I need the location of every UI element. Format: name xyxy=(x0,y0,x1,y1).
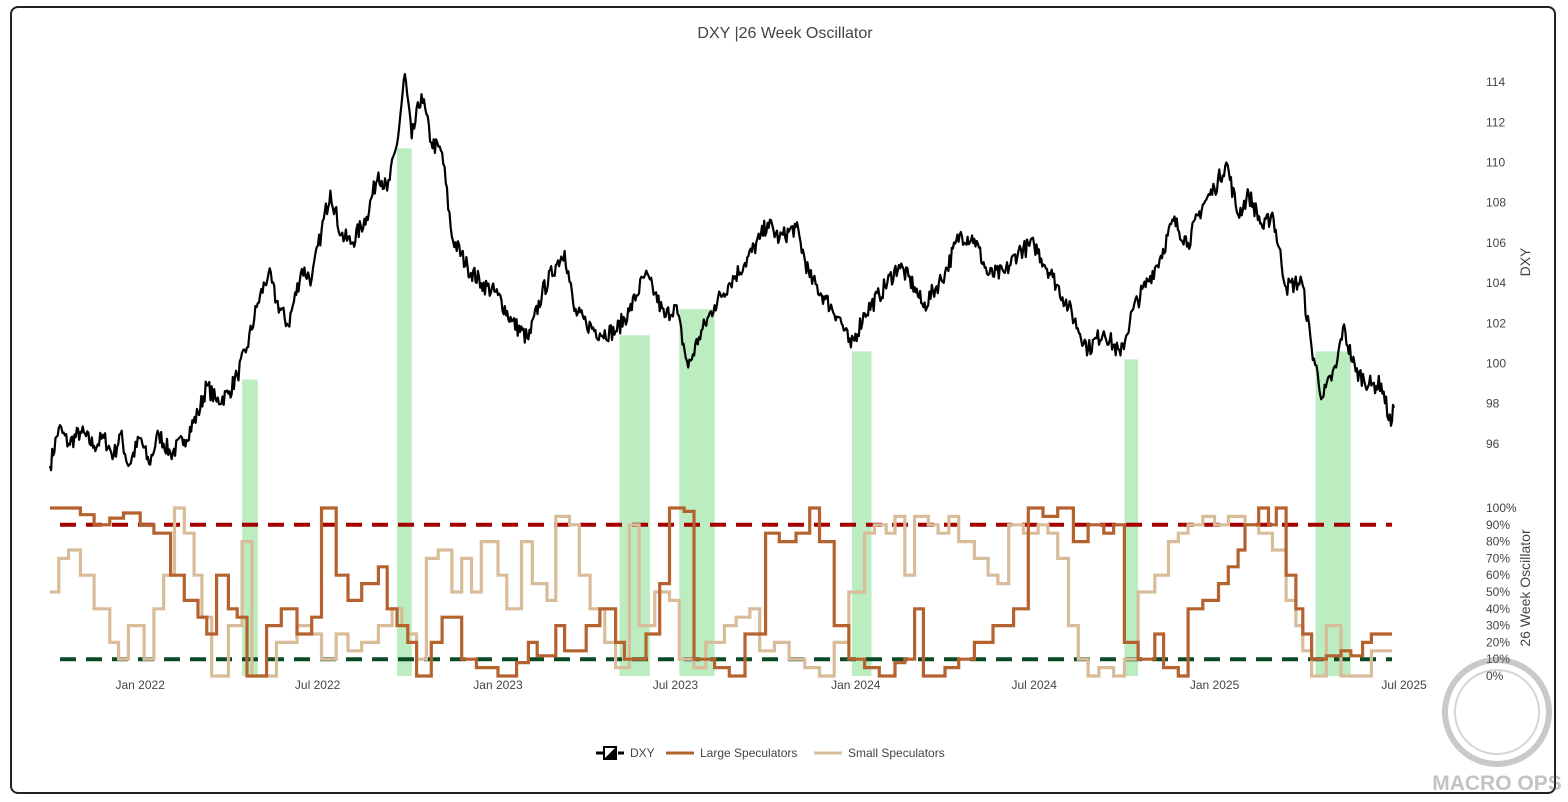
dxy-tick-label: 100 xyxy=(1486,356,1506,370)
oscillator-tick-label: 70% xyxy=(1486,551,1510,565)
dxy-tick-label: 96 xyxy=(1486,437,1500,451)
dxy-tick-label: 112 xyxy=(1486,115,1505,129)
legend-item-small-speculators[interactable]: Small Speculators xyxy=(814,746,945,760)
large-speculators-line xyxy=(50,506,1392,678)
highlight-band-2 xyxy=(397,148,412,677)
dxy-tick-label: 102 xyxy=(1486,316,1506,330)
oscillator-tick-label: 10% xyxy=(1486,652,1510,666)
dxy-tick-label: 106 xyxy=(1486,236,1506,250)
x-tick-label: Jul 2025 xyxy=(1381,678,1427,692)
legend: DXY Large Speculators Small Speculators xyxy=(596,746,945,760)
dxy-tick-label: 114 xyxy=(1486,75,1505,89)
legend-item-large-speculators[interactable]: Large Speculators xyxy=(666,746,797,760)
dxy-axis-label: DXY xyxy=(1517,247,1533,276)
dxy-line-group xyxy=(48,73,1396,472)
highlight-band-4 xyxy=(679,309,715,676)
x-tick-label: Jul 2024 xyxy=(1012,678,1058,692)
oscillator-tick-label: 90% xyxy=(1486,518,1510,532)
legend-item-dxy[interactable]: DXY xyxy=(596,746,655,760)
dxy-line xyxy=(48,73,1396,472)
x-tick-label: Jan 2022 xyxy=(115,678,165,692)
oscillator-tick-label: 0% xyxy=(1486,669,1504,683)
dxy-tick-label: 98 xyxy=(1486,397,1500,411)
oscillator-tick-label: 60% xyxy=(1486,568,1510,582)
oscillator-tick-label: 20% xyxy=(1486,635,1510,649)
x-tick-label: Jan 2024 xyxy=(831,678,881,692)
watermark-text: MACRO OPS xyxy=(1432,772,1562,795)
small-speculators-line xyxy=(50,506,1392,678)
dxy-tick-label: 104 xyxy=(1486,276,1506,290)
oscillator-tick-label: 80% xyxy=(1486,535,1510,549)
x-tick-label: Jan 2025 xyxy=(1190,678,1240,692)
legend-label: Small Speculators xyxy=(848,746,945,760)
watermark-logo: MACRO OPS xyxy=(1432,657,1562,795)
oscillator-tick-label: 30% xyxy=(1486,619,1510,633)
x-tick-label: Jul 2022 xyxy=(295,678,341,692)
dxy-tick-label: 110 xyxy=(1486,156,1505,170)
oscillator-tick-label: 50% xyxy=(1486,585,1510,599)
chart-title: DXY |26 Week Oscillator xyxy=(697,25,873,42)
highlight-band-5 xyxy=(851,351,872,676)
oscillator-lines xyxy=(50,506,1392,678)
highlight-band-7 xyxy=(1315,351,1351,676)
dxy-tick-label: 108 xyxy=(1486,196,1506,210)
threshold-lines xyxy=(60,522,1392,662)
axes: 114 112 110 108 106 104 102 100 98 96 100% 90% 80% 70… xyxy=(115,75,1517,692)
oscillator-tick-label: 40% xyxy=(1486,602,1510,616)
highlight-band-3 xyxy=(619,335,650,676)
legend-label: DXY xyxy=(630,746,655,760)
oscillator-axis-label: 26 Week Oscillator xyxy=(1517,529,1533,647)
oscillator-tick-label: 100% xyxy=(1486,501,1517,515)
highlight-bands xyxy=(242,148,1351,677)
x-tick-label: Jan 2023 xyxy=(473,678,523,692)
highlight-band-6 xyxy=(1124,359,1139,676)
legend-label: Large Speculators xyxy=(700,746,797,760)
highlight-band-1 xyxy=(242,379,258,676)
x-tick-label: Jul 2023 xyxy=(653,678,699,692)
